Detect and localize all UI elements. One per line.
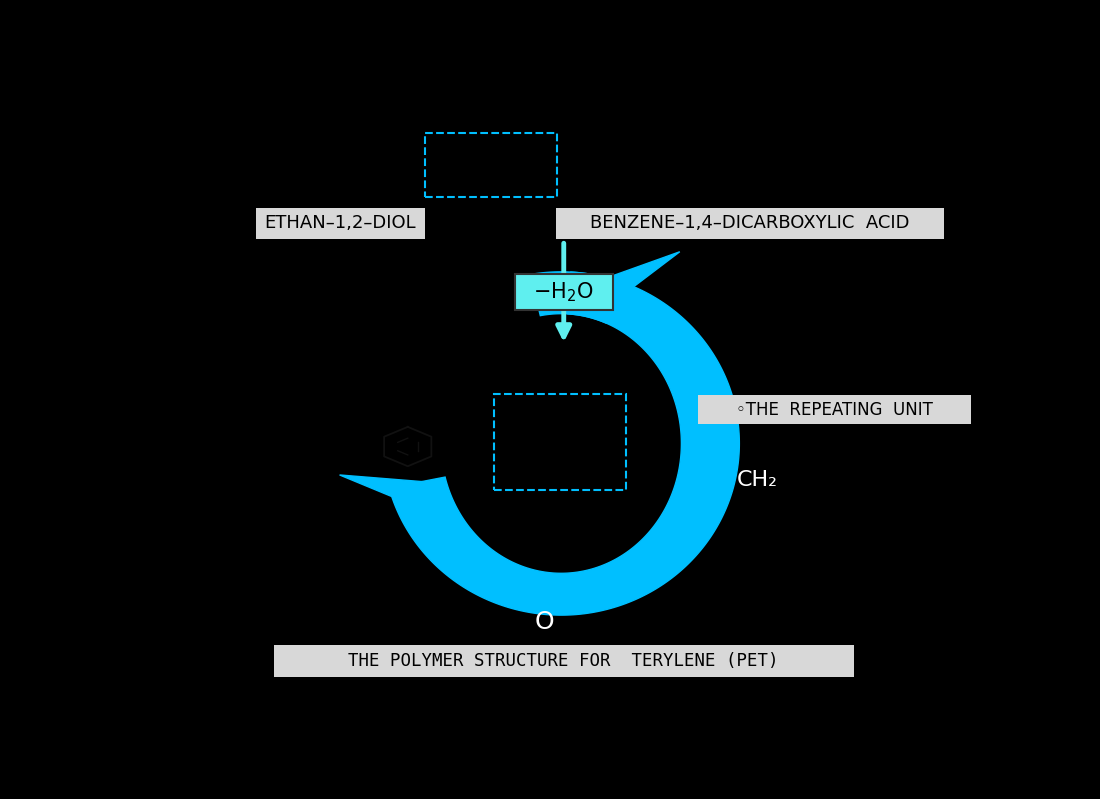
Bar bbox=[556, 208, 944, 239]
Text: BENZENE–1,4–DICARBOXYLIC  ACID: BENZENE–1,4–DICARBOXYLIC ACID bbox=[590, 214, 910, 233]
Text: ◦THE  REPEATING  UNIT: ◦THE REPEATING UNIT bbox=[736, 400, 933, 419]
Polygon shape bbox=[389, 272, 739, 615]
Bar bbox=[698, 395, 971, 424]
Text: O: O bbox=[535, 610, 554, 634]
Bar bbox=[515, 274, 613, 310]
Bar bbox=[274, 645, 854, 677]
Polygon shape bbox=[592, 252, 680, 318]
Text: CH₂: CH₂ bbox=[737, 471, 778, 491]
Text: THE POLYMER STRUCTURE FOR  TERYLENE (PET): THE POLYMER STRUCTURE FOR TERYLENE (PET) bbox=[349, 652, 779, 670]
Bar bbox=[426, 133, 558, 197]
Bar bbox=[494, 394, 626, 490]
Polygon shape bbox=[568, 272, 628, 323]
Text: ETHAN–1,2–DIOL: ETHAN–1,2–DIOL bbox=[265, 214, 416, 233]
Text: $-\mathsf{H_2O}$: $-\mathsf{H_2O}$ bbox=[534, 280, 594, 304]
Polygon shape bbox=[340, 475, 447, 496]
Bar bbox=[256, 208, 425, 239]
